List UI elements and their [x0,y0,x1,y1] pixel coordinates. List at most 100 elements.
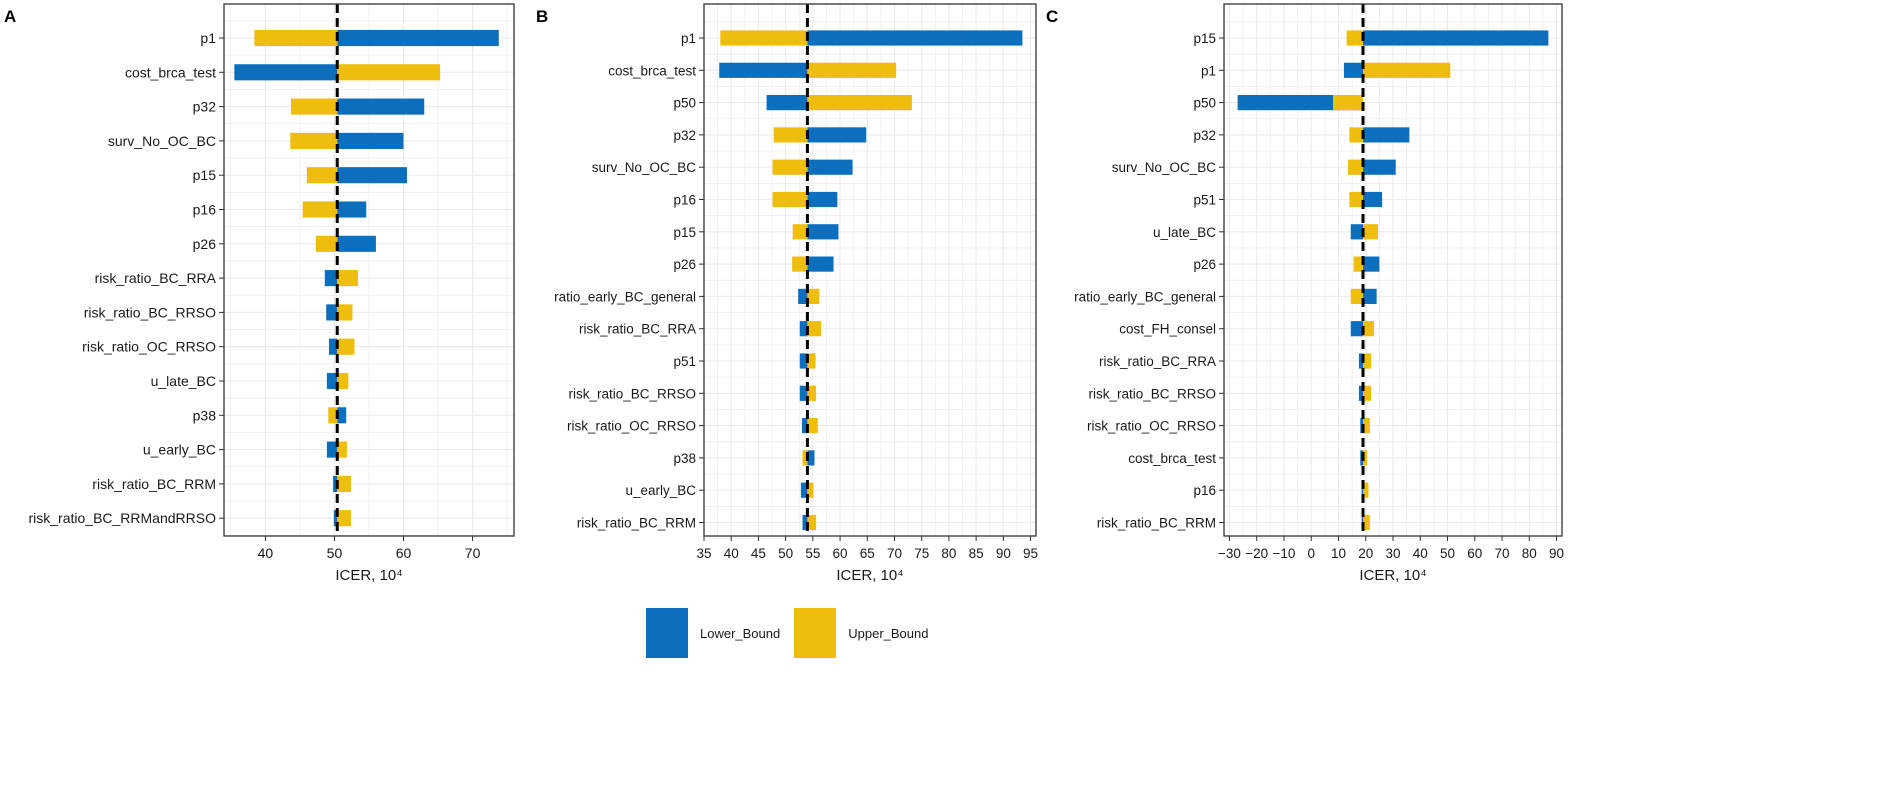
y-tick-label: p26 [193,236,217,252]
panel-border [703,3,1037,537]
bar-upper-cost_brca_test [337,64,441,81]
x-tick-label: 70 [465,545,481,561]
legend: Lower_Bound Upper_Bound [646,608,942,658]
y-tick-label: p32 [193,99,217,115]
legend-label-upper: Upper_Bound [848,625,929,641]
y-tick-label: risk_ratio_BC_RRMandRRSO [28,510,216,526]
x-tick-label: 60 [1467,546,1482,561]
bar-upper-risk_ratio_BC_RRSO [807,385,817,401]
bar-lower-p1 [807,30,1023,46]
y-tick-label: p15 [1193,31,1216,46]
bar-upper-surv_No_OC_BC [1348,159,1364,175]
bar-upper-p38 [328,407,338,424]
y-tick-label: u_early_BC [625,483,696,498]
y-tick-label: ratio_early_BC_general [554,289,696,304]
x-tick-label: 50 [327,545,343,561]
legend-swatch-lower [646,608,688,658]
y-tick-label: risk_ratio_OC_RRSO [1087,419,1216,434]
bar-lower-risk_ratio_BC_RRA [324,270,338,287]
bar-upper-p26 [792,256,808,272]
bar-lower-cost_FH_consel [1350,321,1364,337]
y-tick-label: surv_No_OC_BC [592,160,697,175]
bar-upper-risk_ratio_OC_RRSO [337,338,355,355]
bar-lower-p38 [337,407,347,424]
legend-label-lower: Lower_Bound [700,625,781,641]
bar-upper-p32 [1349,127,1364,143]
bar-upper-cost_brca_test [1363,450,1368,466]
bar-upper-u_late_BC [337,372,349,390]
bar-upper-p50 [1333,95,1364,111]
bar-lower-ratio_early_BC_general [798,288,808,304]
bar-upper-p15 [792,224,808,240]
bar-upper-p16 [772,191,808,208]
bar-lower-risk_ratio_BC_RRA [799,321,808,337]
panel-a: p1 cost_brca_test p32 surv_No_OC_BC p15 p16 p2… [4,3,515,584]
bar-upper-p15 [1346,30,1364,46]
bar-upper-risk_ratio_BC_RRMandRRSO [337,510,352,527]
bar-upper-cost_brca_test [807,62,897,78]
x-tick-label: 50 [778,546,793,561]
x-tick-label: 80 [1522,546,1537,561]
bar-upper-p38 [802,450,808,466]
bar-lower-p16 [1361,482,1364,498]
bar-lower-u_early_BC [800,482,808,498]
y-tick-label: p32 [673,128,696,143]
y-tick-label: risk_ratio_OC_RRSO [82,339,216,355]
x-tick-label: 45 [751,546,766,561]
y-tick-label: risk_ratio_BC_RRM [92,476,216,492]
bar-upper-p15 [306,167,338,184]
bar-lower-p32 [337,98,425,115]
bar-lower-p16 [807,191,838,208]
y-tick-label: surv_No_OC_BC [108,133,216,149]
bar-upper-p16 [302,201,338,218]
y-tick-label: p38 [193,407,217,423]
bar-upper-cost_FH_consel [1363,321,1374,337]
y-tick-label: p1 [200,30,216,46]
bar-lower-u_early_BC [326,441,338,458]
y-tick-label: cost_FH_consel [1119,322,1216,337]
bar-lower-surv_No_OC_BC [337,132,404,149]
bar-lower-risk_ratio_BC_RRSO [1358,385,1364,401]
y-tick-label: p15 [673,225,696,240]
bar-lower-p1 [1343,62,1364,78]
bar-lower-risk_ratio_BC_RRM [802,514,808,531]
y-tick-label: p32 [1193,128,1216,143]
x-tick-label: −20 [1245,546,1268,561]
y-tick-label: ratio_early_BC_general [1074,289,1216,304]
x-tick-label: 95 [1023,546,1038,561]
y-tick-label: risk_ratio_BC_RRSO [1088,386,1216,401]
bar-lower-p51 [799,353,808,369]
y-tick-label: risk_ratio_BC_RRSO [568,386,696,401]
bar-upper-p16 [1363,482,1369,498]
bar-upper-risk_ratio_OC_RRSO [1363,418,1370,434]
x-tick-label: 60 [833,546,848,561]
bar-upper-p1 [1363,62,1451,78]
panel-b: p1 cost_brca_test p50 p32 surv_No_OC_BC p16 p1… [536,3,1038,584]
y-tick-label: surv_No_OC_BC [1112,160,1217,175]
panel-letter: C [1046,7,1058,26]
bar-upper-risk_ratio_BC_RRSO [1363,385,1372,401]
bar-lower-risk_ratio_BC_RRM [333,475,338,492]
y-tick-label: risk_ratio_BC_RRSO [84,304,216,320]
y-tick-label: cost_brca_test [608,63,696,78]
bar-upper-risk_ratio_BC_RRM [1363,514,1370,531]
x-tick-label: 50 [1440,546,1455,561]
bar-upper-u_late_BC [1363,224,1379,240]
bar-lower-p38 [807,450,815,466]
bar-lower-risk_ratio_BC_RRSO [799,385,808,401]
x-tick-label: 40 [724,546,739,561]
y-tick-label: p38 [673,451,696,466]
bar-upper-u_early_BC [337,441,347,458]
y-tick-label: p50 [1193,96,1216,111]
x-tick-label: 60 [396,545,412,561]
bar-upper-p1 [254,29,338,47]
x-tick-label: 20 [1358,546,1373,561]
bar-upper-p26 [315,235,338,252]
bar-lower-p15 [1363,30,1549,46]
x-axis-label: ICER, 10⁴ [1359,567,1426,584]
y-tick-label: p51 [1193,193,1216,208]
bar-upper-risk_ratio_BC_RRA [1363,353,1372,369]
bar-lower-p50 [766,95,808,111]
bar-lower-cost_brca_test [719,62,808,78]
